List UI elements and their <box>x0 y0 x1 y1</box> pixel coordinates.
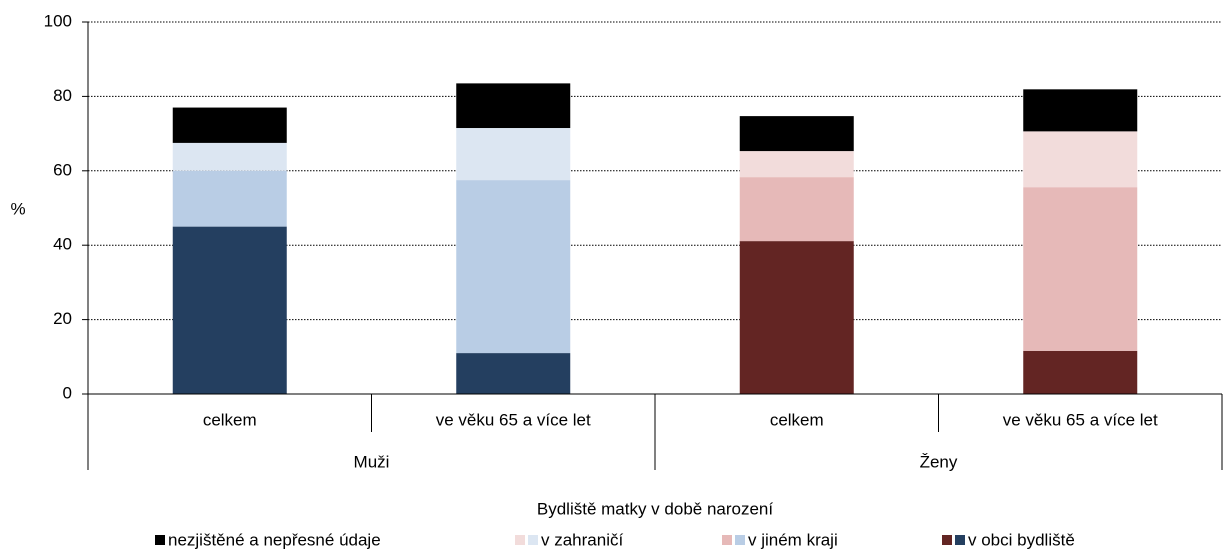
y-tick-label: 40 <box>53 235 72 254</box>
x-tick-label: ve věku 65 a více let <box>436 410 591 429</box>
bar-segment <box>1023 89 1138 132</box>
bar-segment <box>172 142 287 171</box>
y-tick-label: 20 <box>53 309 72 328</box>
legend-label: v obci bydliště <box>968 530 1075 549</box>
bar-segment <box>1023 187 1138 351</box>
x-tick-label: celkem <box>770 410 824 429</box>
bar-segment <box>172 170 287 227</box>
legend-swatch <box>722 535 732 545</box>
bar-segment <box>172 107 287 143</box>
legend-label: nezjištěné a nepřesné údaje <box>168 530 381 549</box>
bar-segment <box>456 128 571 181</box>
bar-segment <box>172 226 287 394</box>
legend-swatch <box>942 535 952 545</box>
x-tick-label: ve věku 65 a více let <box>1003 410 1158 429</box>
bar-segment <box>1023 350 1138 394</box>
bar-segment <box>456 83 571 129</box>
bar-segment <box>739 177 854 242</box>
bar-segment <box>456 180 571 354</box>
legend-swatch <box>155 535 165 545</box>
y-tick-label: 60 <box>53 160 72 179</box>
y-axis-label: % <box>10 199 25 218</box>
legend-swatch <box>515 535 525 545</box>
x-tick-label: celkem <box>203 410 257 429</box>
legend-swatch <box>955 535 965 545</box>
legend-title: Bydliště matky v době narození <box>537 499 774 518</box>
group-label: Ženy <box>920 452 958 471</box>
bar-segment <box>456 353 571 394</box>
y-tick-label: 100 <box>44 11 72 30</box>
y-tick-label: 0 <box>63 383 72 402</box>
legend-swatch <box>528 535 538 545</box>
bar-segment <box>739 116 854 152</box>
y-tick-label: 80 <box>53 86 72 105</box>
legend-swatch <box>735 535 745 545</box>
bar-segment <box>739 241 854 394</box>
bar-segment <box>1023 131 1138 188</box>
bar-segment <box>739 151 854 178</box>
group-label: Muži <box>354 452 390 471</box>
legend-label: v jiném kraji <box>748 530 838 549</box>
legend-label: v zahraničí <box>541 530 623 549</box>
